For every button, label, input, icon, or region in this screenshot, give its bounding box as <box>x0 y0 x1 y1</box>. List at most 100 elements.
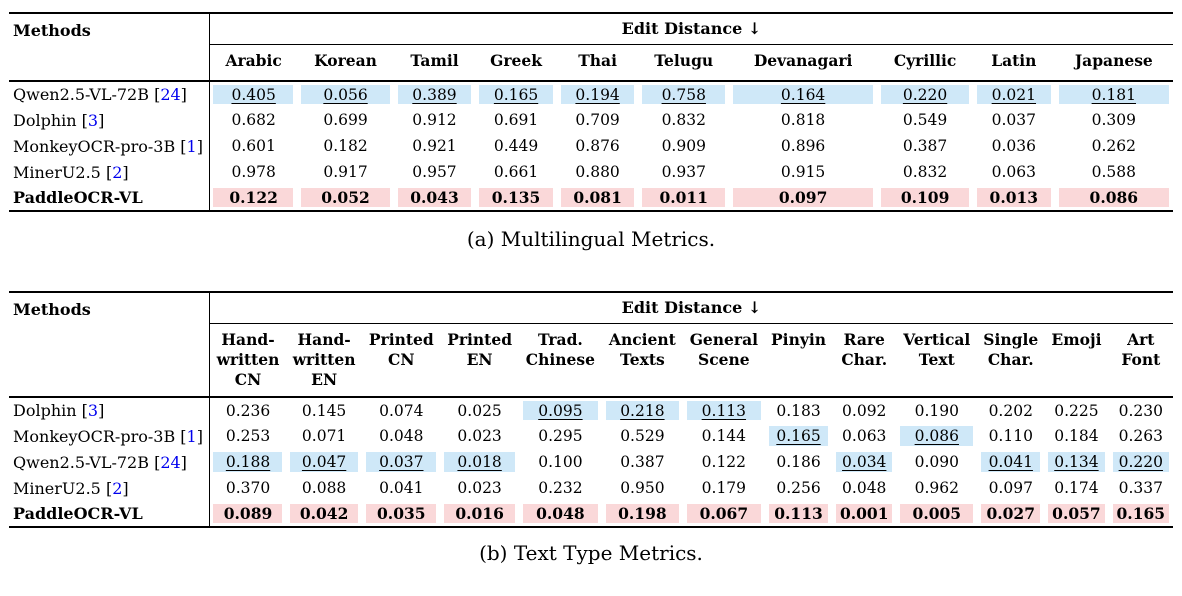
value-cell: 0.549 <box>877 107 973 133</box>
metric-value: 0.100 <box>538 453 583 471</box>
column-header: Thai <box>556 44 639 82</box>
value-cell: 0.225 <box>1044 397 1108 423</box>
column-header: Korean <box>297 44 394 82</box>
metric-value: 0.037 <box>379 453 424 471</box>
metric-value: 0.047 <box>301 453 347 471</box>
value-cell: 0.917 <box>297 159 393 185</box>
metric-value: 0.387 <box>902 137 948 155</box>
metric-value: 0.122 <box>229 188 278 207</box>
metric-value: 0.186 <box>776 453 821 471</box>
citation-link[interactable]: 2 <box>112 162 123 182</box>
metric-value: 0.184 <box>1054 427 1099 445</box>
value-cell: 0.387 <box>877 133 973 159</box>
citation-link[interactable]: 3 <box>87 110 99 130</box>
metric-value: 0.236 <box>225 401 271 420</box>
value-cell: 0.190 <box>896 397 977 423</box>
metric-value: 0.709 <box>575 111 620 129</box>
value-cell: 0.896 <box>729 133 877 159</box>
edit-distance-group-header: Edit Distance ↓ <box>208 13 1173 45</box>
value-cell: 0.122 <box>208 185 298 211</box>
metric-value: 0.588 <box>1091 163 1136 181</box>
value-cell: 0.909 <box>638 133 729 159</box>
metric-value: 0.097 <box>988 479 1033 497</box>
value-cell: 0.005 <box>896 501 977 527</box>
metric-value: 0.876 <box>575 137 620 155</box>
column-header: Tamil <box>393 44 476 82</box>
value-cell: 0.001 <box>832 501 896 527</box>
value-cell: 0.937 <box>638 159 729 185</box>
metric-value: 0.086 <box>914 427 959 445</box>
value-cell: 0.063 <box>832 423 896 449</box>
value-cell: 0.042 <box>286 501 362 527</box>
metric-value: 0.758 <box>661 85 706 104</box>
value-cell: 0.529 <box>602 423 683 449</box>
metric-value: 0.232 <box>538 479 583 497</box>
metric-value: 0.896 <box>780 137 826 155</box>
multilingual-metrics-table: Methods Edit Distance ↓ Arabic Korean Tami… <box>9 12 1173 212</box>
value-cell: 0.179 <box>683 475 765 501</box>
metric-value: 0.113 <box>701 401 747 420</box>
metric-value: 0.912 <box>412 111 457 129</box>
column-header: Greek <box>475 44 557 82</box>
value-cell: 0.912 <box>394 107 476 133</box>
metric-value: 0.109 <box>900 188 950 207</box>
metric-value: 0.181 <box>1091 85 1136 104</box>
metric-value: 0.057 <box>1052 504 1101 523</box>
metric-value: 0.179 <box>701 479 747 497</box>
value-cell: 0.188 <box>208 449 287 475</box>
column-header: Telugu <box>638 44 730 82</box>
citation-link[interactable]: 24 <box>160 452 181 472</box>
metric-value: 0.165 <box>776 427 821 445</box>
metric-value: 0.113 <box>774 504 823 523</box>
value-cell: 0.950 <box>602 475 683 501</box>
metric-value: 0.097 <box>778 188 828 207</box>
metric-value: 0.661 <box>493 163 539 181</box>
value-cell: 0.086 <box>1055 185 1173 211</box>
metric-value: 0.165 <box>493 85 539 104</box>
citation-link[interactable]: 2 <box>112 478 123 498</box>
column-header: Arabic <box>208 44 298 82</box>
value-cell: 0.135 <box>475 185 557 211</box>
metric-value: 0.194 <box>575 85 620 104</box>
citation-link[interactable]: 24 <box>160 85 181 104</box>
metric-value: 0.295 <box>538 427 583 445</box>
value-cell: 0.661 <box>475 159 557 185</box>
metric-value: 0.370 <box>225 479 271 497</box>
column-header: Vertical Text <box>896 323 978 398</box>
metric-value: 0.387 <box>620 453 665 471</box>
method-cell: Qwen2.5-VL-72B [24] <box>13 85 187 104</box>
metric-value: 0.048 <box>379 427 424 445</box>
table-body: Dolphin [3] 0.236 0.145 0.074 0.025 0.095 0.21… <box>9 397 1173 527</box>
metric-value: 0.023 <box>457 427 502 445</box>
value-cell: 0.202 <box>977 397 1044 423</box>
metric-value: 0.011 <box>659 188 709 207</box>
metric-value: 0.165 <box>1116 504 1166 523</box>
value-cell: 0.023 <box>440 475 518 501</box>
value-cell: 0.164 <box>729 81 877 107</box>
value-cell: 0.090 <box>896 449 977 475</box>
subfigure-b: Methods Edit Distance ↓ Hand-written CN Ha… <box>9 291 1173 565</box>
metric-value: 0.041 <box>379 479 424 497</box>
metric-value: 0.389 <box>412 85 457 104</box>
value-cell: 0.389 <box>394 81 476 107</box>
metric-value: 0.081 <box>573 188 622 207</box>
column-header: Printed CN <box>362 323 441 398</box>
citation-link[interactable]: 1 <box>186 426 197 446</box>
metric-value: 0.183 <box>776 401 821 420</box>
metric-value: 0.016 <box>455 504 504 523</box>
method-cell: PaddleOCR-VL <box>13 188 143 207</box>
value-cell: 0.013 <box>973 185 1055 211</box>
citation-link[interactable]: 3 <box>87 401 99 420</box>
method-cell: MinerU2.5 [2] <box>13 162 129 182</box>
columns-row: Hand-written CN Hand-written EN Printed CN Pri… <box>9 323 1173 398</box>
value-cell: 0.186 <box>765 449 832 475</box>
table-body: Qwen2.5-VL-72B [24] 0.405 0.056 0.389 0.165 0… <box>9 81 1173 211</box>
metric-value: 0.067 <box>699 504 749 523</box>
method-cell: Dolphin [3] <box>13 401 105 420</box>
metric-value: 0.063 <box>991 163 1037 181</box>
value-cell: 0.089 <box>208 501 287 527</box>
table-row: Qwen2.5-VL-72B [24] 0.188 0.047 0.037 0.018 0… <box>9 449 1173 475</box>
citation-link[interactable]: 1 <box>186 136 197 156</box>
metric-value: 0.145 <box>301 401 347 420</box>
text-type-metrics-table: Methods Edit Distance ↓ Hand-written CN Ha… <box>9 291 1173 528</box>
